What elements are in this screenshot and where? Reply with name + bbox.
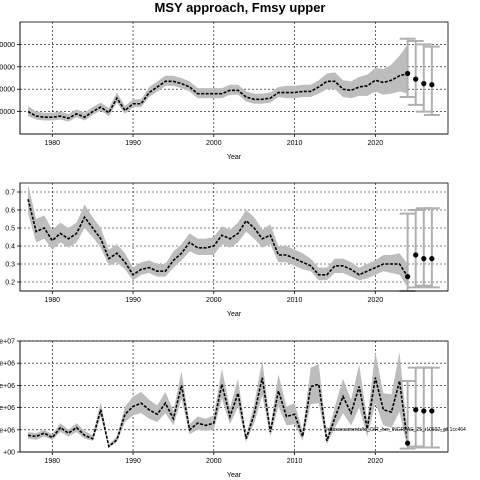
panels: 1980 1990 2000 2010 2020 0000 0000 0000 0000 Year…	[0, 21, 449, 479]
y-tick-label: 0.6	[5, 208, 15, 215]
y-tick-label: 0.3	[5, 262, 15, 269]
y-tick-label: e+06	[0, 361, 15, 368]
y-tick-label: 0000	[0, 87, 15, 94]
forecast-point	[405, 440, 411, 446]
x-tick-label: 2020	[368, 140, 384, 147]
x-tick-label: 2000	[206, 140, 222, 147]
forecast-point	[421, 81, 427, 87]
forecast-point	[405, 70, 411, 77]
x-tick-label: 1980	[45, 458, 61, 465]
y-tick-label: 0000	[0, 42, 15, 49]
x-tick-label: 1980	[45, 297, 61, 304]
y-tick-label: e+06	[0, 383, 15, 390]
confidence-band	[28, 184, 408, 288]
y-tick-label: e+06	[0, 427, 15, 434]
plot-frame	[19, 340, 449, 453]
series-line	[27, 377, 409, 448]
series-line	[27, 72, 408, 120]
x-tick-label: 2000	[206, 458, 222, 465]
x-tick-label: 2010	[287, 140, 303, 147]
figure-title: MSY approach, Fmsy upper	[155, 0, 326, 15]
x-tick-label: 1990	[125, 297, 141, 304]
y-tick-label: 0.7	[5, 190, 15, 197]
x-axis-label: Year	[227, 472, 242, 479]
x-tick-label: 2010	[287, 297, 303, 304]
x-tick-label: 1980	[45, 140, 61, 147]
plot-frame	[19, 21, 449, 135]
x-axis-label: Year	[227, 154, 242, 161]
forecast-point	[405, 274, 411, 280]
y-tick-label: 0.4	[5, 244, 15, 251]
y-tick-label: e+06	[0, 405, 15, 412]
forecast-point	[429, 256, 435, 262]
panel-middle: 1980 1990 2000 2010 2020 0.2 0.3 0.4 0.5 0.6 0.7 Ye…	[5, 182, 449, 318]
y-tick-label: e+07	[0, 339, 15, 346]
plot-frame	[19, 182, 449, 292]
panel-top: 1980 1990 2000 2010 2020 0000 0000 0000 0000 Year	[0, 21, 449, 161]
forecast-point	[413, 252, 419, 258]
forecast-point	[421, 256, 427, 262]
x-tick-label: 2010	[287, 458, 303, 465]
forecast-point	[429, 408, 435, 414]
forecast-point	[413, 76, 419, 82]
x-axis-label: Year	[227, 311, 242, 318]
x-tick-label: 2000	[206, 297, 222, 304]
x-tick-label: 2020	[368, 458, 384, 465]
footnote: /eliassessments/to_O/R_her_INGRFAE_25_r1…	[326, 427, 466, 433]
panel-bottom: 1980 1990 2000 2010 2020 +00 e+06 e+06 e+06 e+06 e…	[0, 339, 449, 479]
y-tick-label: +00	[3, 450, 15, 457]
x-tick-label: 2020	[368, 297, 384, 304]
forecast-point	[421, 408, 427, 414]
forecast-point	[429, 82, 435, 88]
y-tick-label: 0000	[0, 64, 15, 71]
forecast-point	[413, 407, 419, 413]
x-tick-label: 1990	[125, 458, 141, 465]
y-tick-label: 0000	[0, 109, 15, 116]
confidence-band	[28, 44, 408, 122]
x-tick-label: 1990	[125, 140, 141, 147]
y-tick-label: 0.5	[5, 226, 15, 233]
y-tick-label: 0.2	[5, 280, 15, 287]
